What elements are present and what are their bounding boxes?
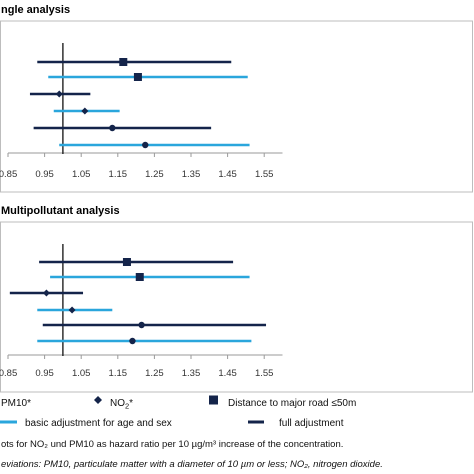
x-tick-label: 1.05	[72, 169, 91, 180]
estimate-dot-marker	[129, 337, 136, 345]
estimate-dot-marker	[142, 141, 149, 149]
multipollutant-analysis-panel: Multipollutant analysis 0.85 0.95 1.05 1.15…	[0, 205, 473, 393]
x-tick-label: 1.55	[255, 169, 274, 180]
x-tick-label: 1.45	[218, 169, 237, 180]
legend-road: Distance to major road ≤50m	[228, 398, 356, 409]
legend-diamond-marker	[94, 396, 102, 404]
legend-full: full adjustment	[279, 418, 344, 429]
x-tick-label: 1.25	[145, 169, 164, 180]
legend: PM10* NO2* Distance to major road ≤50m b…	[0, 395, 356, 429]
legend-no2: NO2*	[110, 398, 133, 411]
single-analysis-panel: ngle analysis 0.85 0.95 1.05 1.15 1.25 1.35 1.…	[0, 4, 473, 193]
x-tick-label: 0.95	[35, 368, 54, 379]
estimate-square-marker	[122, 258, 131, 266]
estimate-diamond-marker	[81, 107, 89, 115]
x-tick-label: 1.25	[145, 368, 164, 379]
estimate-square-marker	[119, 58, 128, 66]
x-tick-label: 1.35	[182, 169, 201, 180]
x-tick-label: 0.85	[0, 368, 17, 379]
panel-frame	[0, 20, 473, 193]
panel-title-multipollutant: Multipollutant analysis	[1, 205, 120, 217]
x-tick-label: 1.35	[182, 368, 201, 379]
legend-basic: basic adjustment for age and sex	[25, 418, 172, 429]
caption-line-1: ots for NO₂ und PM10 as hazard ratio per…	[1, 439, 343, 450]
x-tick-label: 1.15	[109, 368, 128, 379]
estimate-dot-marker	[109, 124, 116, 132]
estimate-dot-marker	[138, 321, 145, 329]
caption-line-2: eviations: PM10, particulate matter with…	[1, 459, 383, 470]
legend-pm10: PM10*	[1, 398, 31, 409]
panel-frame	[0, 221, 473, 393]
x-tick-label: 0.85	[0, 169, 17, 180]
estimate-diamond-marker	[55, 90, 63, 98]
x-tick-label: 1.45	[218, 368, 237, 379]
x-tick-label: 1.15	[109, 169, 128, 180]
x-tick-label: 1.55	[255, 368, 274, 379]
estimate-diamond-marker	[42, 289, 50, 297]
estimate-diamond-marker	[68, 306, 76, 314]
panel-title-single: ngle analysis	[1, 4, 70, 16]
x-tick-label: 1.05	[72, 368, 91, 379]
estimate-square-marker	[135, 273, 144, 281]
x-tick-label: 0.95	[35, 169, 54, 180]
estimate-square-marker	[133, 73, 142, 81]
legend-square-marker	[209, 395, 218, 405]
